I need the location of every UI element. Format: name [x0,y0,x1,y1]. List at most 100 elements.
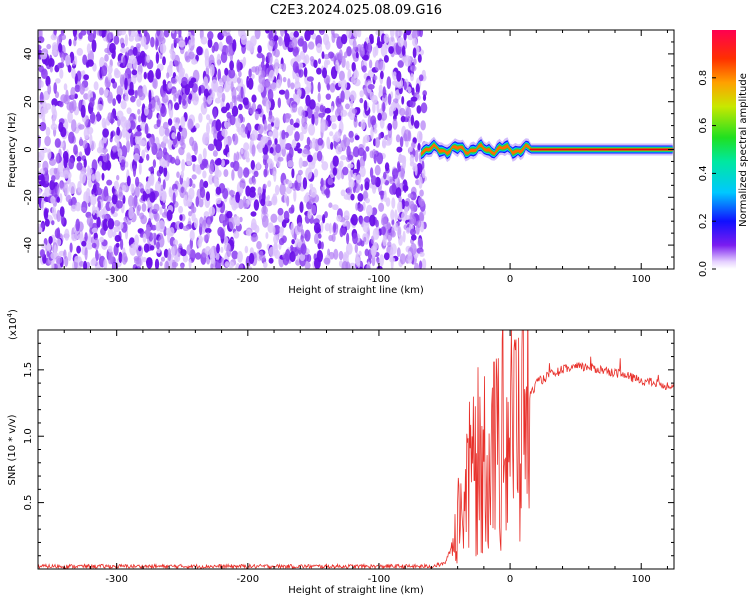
heatmap-noise-cell [202,148,207,159]
heatmap-noise-cell [199,216,204,228]
heatmap-noise-cell [50,195,56,204]
heatmap-noise-cell [137,108,141,115]
heatmap-noise-cell [127,195,134,208]
heatmap-noise-cell [203,180,209,188]
heatmap-noise-cell [265,30,270,34]
heatmap-noise-cell [171,88,178,96]
heatmap-noise-cell [203,96,207,109]
heatmap-noise-cell [221,75,227,84]
heatmap-noise-cell [188,258,192,269]
heatmap-noise-cell [400,167,405,180]
heatmap-noise-cell [326,136,331,149]
heatmap-noise-cell [419,212,424,222]
heatmap-noise-cell [306,136,311,146]
heatmap-noise-cell [417,142,421,151]
heatmap-noise-cell [129,54,136,64]
heatmap-noise-cell [220,51,228,64]
heatmap-noise-cell [126,139,130,153]
heatmap-noise-cell [304,30,311,42]
heatmap-noise-cell [89,111,96,124]
heatmap-noise-cell [340,189,346,197]
heatmap-noise-cell [297,175,302,183]
heatmap-noise-cell [162,121,169,130]
heatmap-noise-cell [392,168,399,180]
heatmap-noise-cell [226,152,230,158]
heatmap-noise-cell [206,122,210,135]
chart-title: C2E3.2024.025.08.09.G16 [270,3,442,18]
heatmap-noise-cell [229,101,234,110]
heatmap-noise-cell [273,234,279,245]
heatmap-noise-cell [148,89,152,103]
heatmap-noise-cell [63,94,70,105]
heatmap-noise-cell [107,91,113,104]
heatmap-noise-cell [189,136,195,147]
heatmap-noise-cell [198,86,202,96]
heatmap-noise-cell [208,174,214,185]
heatmap-noise-cell [79,171,86,184]
heatmap-noise-cell [322,214,326,224]
heatmap-noise-cell [317,233,322,239]
heatmap-noise-cell [224,67,229,76]
heatmap-noise-cell [89,194,97,206]
snr-scale-exponent: 4 [6,312,14,317]
heatmap-noise-cell [132,46,138,57]
heatmap-noise-cell [64,54,71,66]
heatmap-noise-cell [359,216,363,225]
heatmap-noise-cell [322,33,330,46]
snr-scale-label: (x104) [6,309,19,340]
spectrogram-noise-region [38,30,428,269]
heatmap-noise-cell [64,228,70,241]
heatmap-noise-cell [162,192,167,203]
heatmap-noise-cell [387,241,392,248]
heatmap-noise-cell [91,242,97,249]
heatmap-noise-cell [195,196,200,208]
heatmap-noise-cell [330,105,334,113]
heatmap-noise-cell [281,62,287,72]
heatmap-noise-cell [63,249,67,260]
heatmap-noise-cell [162,79,167,86]
heatmap-noise-cell [218,41,223,51]
heatmap-noise-cell [409,212,413,225]
heatmap-noise-cell [299,201,304,213]
heatmap-noise-cell [374,137,380,148]
heatmap-noise-cell [257,45,262,54]
heatmap-noise-cell [96,111,101,122]
heatmap-noise-cell [186,244,192,256]
heatmap-noise-cell [135,131,142,137]
heatmap-noise-cell [199,186,206,199]
heatmap-noise-cell [45,75,51,87]
heatmap-noise-cell [291,239,295,245]
heatmap-noise-cell [146,54,151,64]
heatmap-noise-cell [160,105,167,118]
heatmap-noise-cell [133,153,140,162]
heatmap-noise-cell [275,143,281,154]
heatmap-noise-cell [213,137,217,147]
heatmap-noise-cell [71,99,77,112]
heatmap-noise-cell [215,186,222,195]
heatmap-noise-cell [231,169,235,181]
heatmap-noise-cell [248,68,252,78]
heatmap-noise-cell [144,123,149,135]
heatmap-noise-cell [342,134,347,144]
heatmap-noise-cell [178,94,182,105]
heatmap-noise-cell [297,68,304,78]
heatmap-noise-cell [340,34,348,45]
heatmap-noise-cell [294,131,300,142]
heatmap-noise-cell [397,161,400,170]
heatmap-noise-cell [49,179,56,191]
heatmap-noise-cell [272,128,279,141]
heatmap-noise-cell [162,135,169,144]
heatmap-noise-cell [176,131,181,142]
snr-y-tick-label: 0.5 [23,495,34,511]
heatmap-noise-cell [51,98,58,107]
heatmap-noise-cell [58,101,64,108]
heatmap-noise-cell [117,94,122,104]
snr-x-tick-label: -100 [368,574,391,585]
heatmap-noise-cell [38,188,42,196]
heatmap-noise-cell [386,222,391,230]
heatmap-noise-cell [94,206,100,214]
heatmap-noise-cell [38,44,42,51]
heatmap-noise-cell [86,30,93,36]
heatmap-noise-cell [178,40,186,48]
heatmap-noise-cell [308,161,316,170]
